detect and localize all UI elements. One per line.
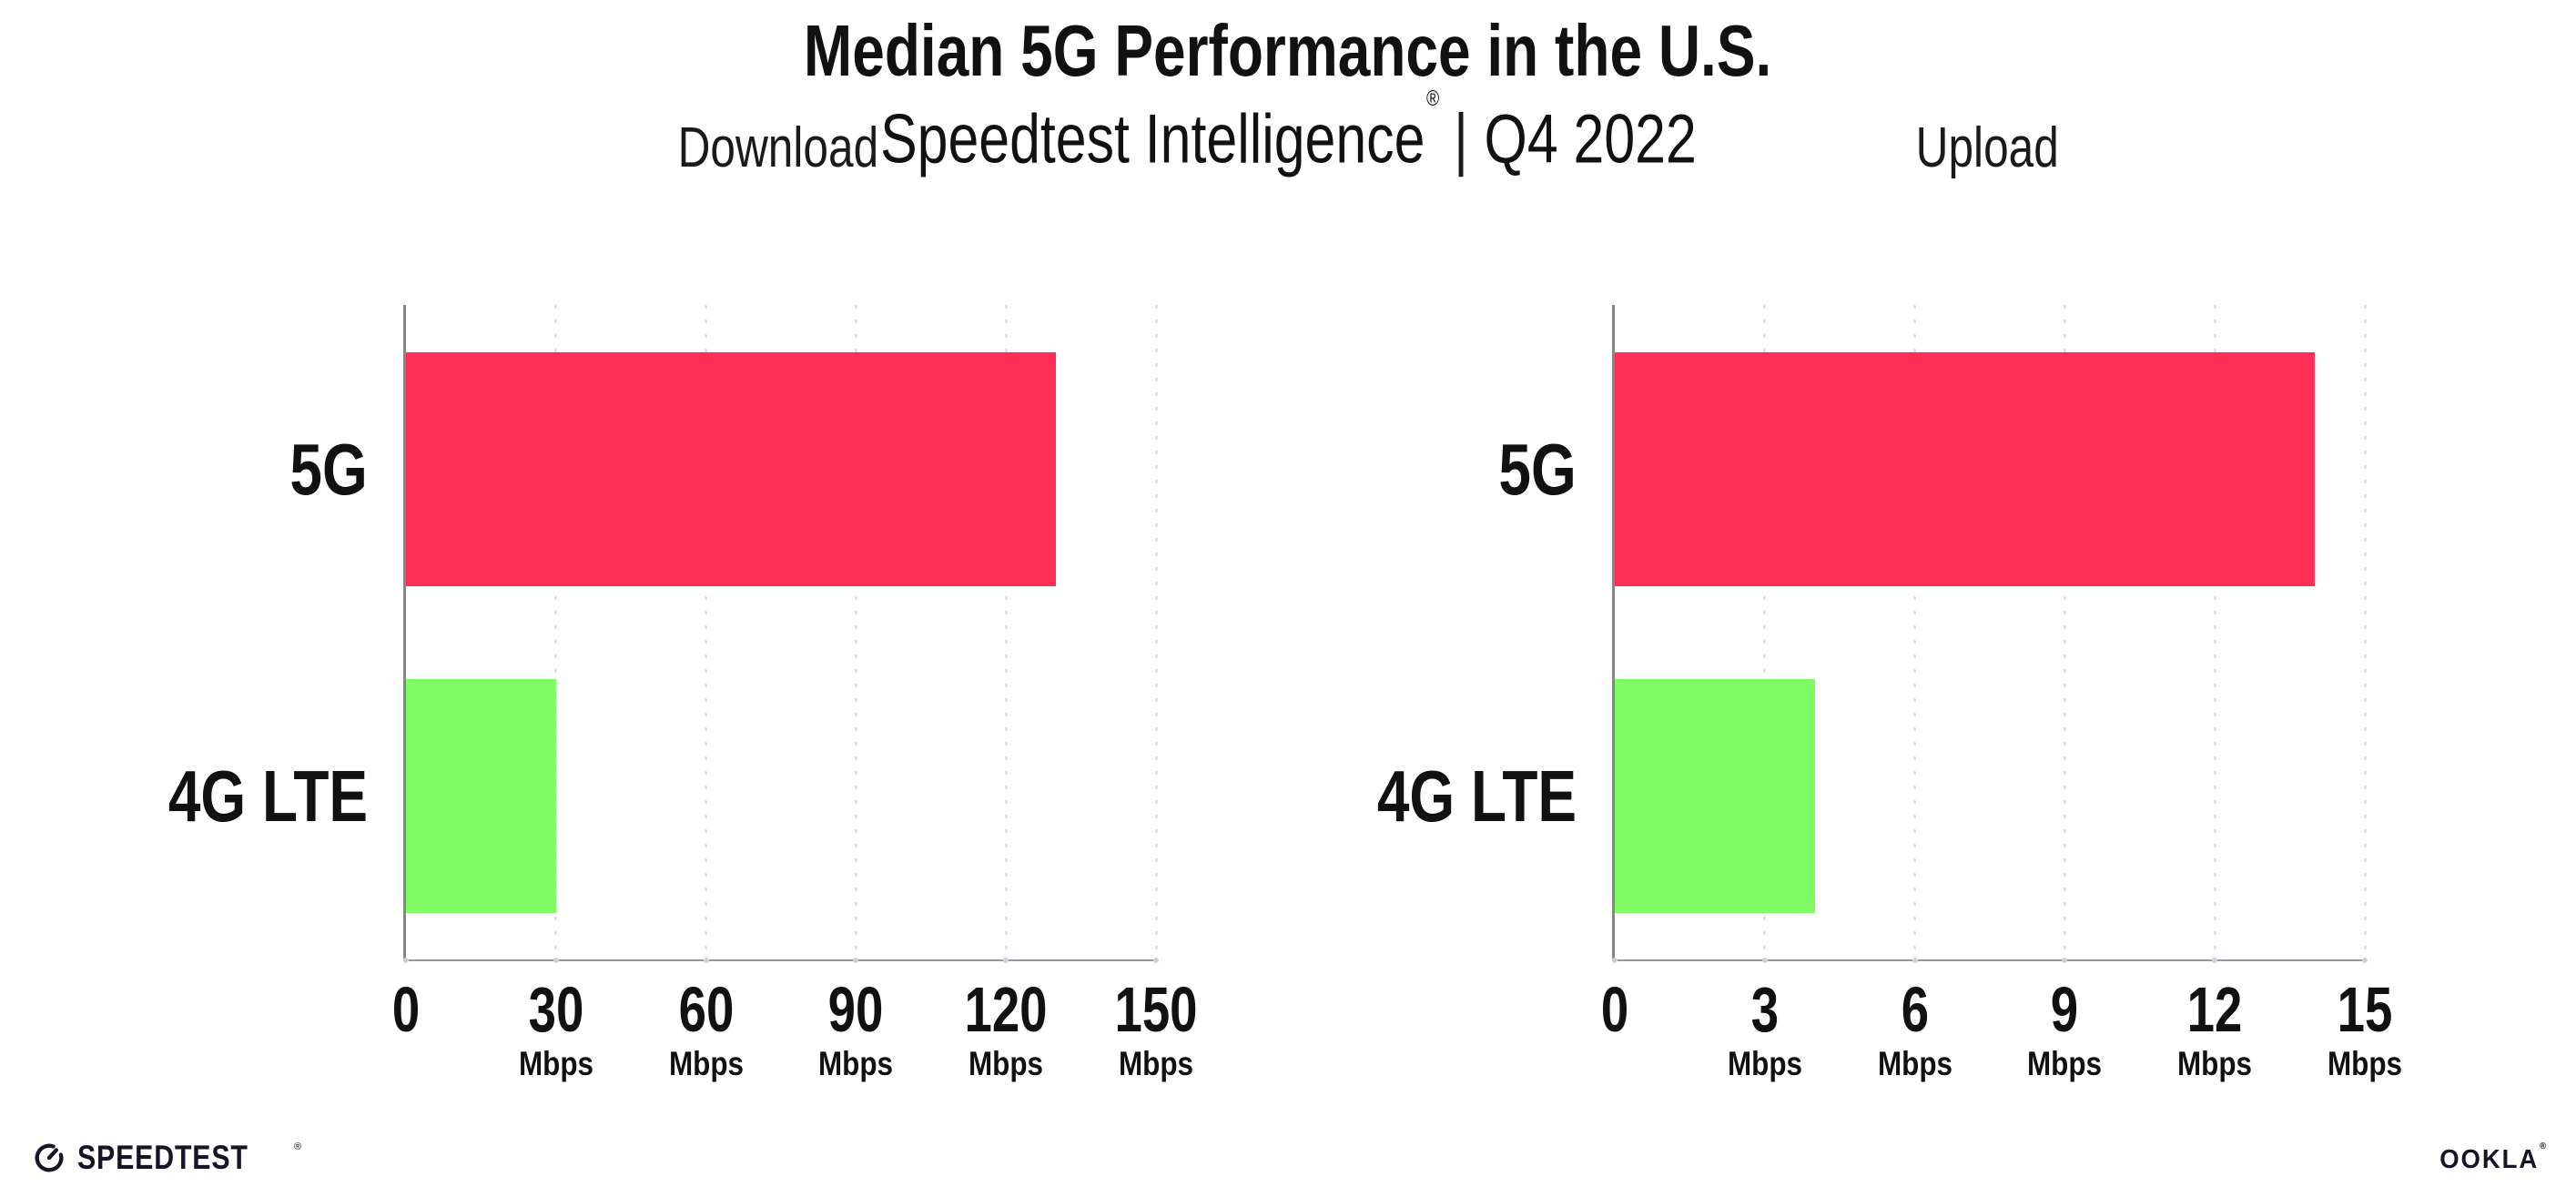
gridline-6-mbps bbox=[1913, 305, 1917, 959]
x-tick-unit: Mbps bbox=[1727, 1045, 1802, 1082]
x-tick-6: 6 Mbps bbox=[1871, 974, 1959, 1082]
x-tick-value: 30 bbox=[528, 974, 584, 1045]
axis-tick-dot-30 bbox=[553, 958, 559, 963]
x-tick-0: 0 bbox=[1597, 974, 1633, 1045]
speedtest-logo-text: SPEEDTEST bbox=[77, 1139, 248, 1176]
upload-chart: Upload 0 3 Mbps 6 Mbps 9 Mbps 12 Mbps 15 Mbps 5G 4G … bbox=[1377, 0, 2402, 1197]
x-tick-0: 0 bbox=[389, 974, 424, 1045]
gridline-90-mbps bbox=[854, 305, 857, 959]
bar-5g-download bbox=[406, 352, 1057, 586]
gridline-150-mbps bbox=[1154, 305, 1158, 959]
speedtest-trademark-icon: ® bbox=[294, 1141, 302, 1152]
x-tick-3: 3 Mbps bbox=[1720, 974, 1809, 1082]
x-tick-value: 6 bbox=[1901, 974, 1929, 1045]
axis-tick-dot-0 bbox=[1612, 958, 1618, 963]
download-chart: Download 0 30 Mbps 60 Mbps 90 Mbps 120 Mbps 150 Mb… bbox=[168, 0, 1198, 1197]
page-subtitle: Speedtest Intelligence® | Q4 2022 bbox=[0, 86, 2576, 178]
upload-plot-area: 0 3 Mbps 6 Mbps 9 Mbps 12 Mbps 15 Mbps 5G 4G LTE bbox=[1377, 305, 2402, 1081]
x-tick-unit: Mbps bbox=[518, 1045, 593, 1082]
x-tick-value: 12 bbox=[2186, 974, 2243, 1045]
axis-tick-dot-0 bbox=[403, 958, 409, 963]
x-tick-value: 0 bbox=[1600, 974, 1629, 1045]
x-tick-unit: Mbps bbox=[2177, 1045, 2253, 1082]
x-tick-unit: Mbps bbox=[1877, 1045, 1952, 1082]
subtitle-brand: Speedtest Intelligence bbox=[879, 100, 1425, 178]
upload-chart-title: Upload bbox=[1915, 117, 2059, 179]
axis-tick-dot-12 bbox=[2212, 958, 2218, 963]
axis-tick-dot-150 bbox=[1153, 958, 1159, 963]
gridline-30-mbps bbox=[554, 305, 558, 959]
x-tick-unit: Mbps bbox=[2027, 1045, 2103, 1082]
x-tick-value: 0 bbox=[391, 974, 421, 1045]
speedtest-logo: SPEEDTEST ® bbox=[33, 1138, 305, 1178]
gridline-120-mbps bbox=[1004, 305, 1008, 959]
x-tick-value: 9 bbox=[2051, 974, 2079, 1045]
gridline-12-mbps bbox=[2213, 305, 2216, 959]
x-tick-30: 30 Mbps bbox=[512, 974, 600, 1082]
registered-trademark-icon: ® bbox=[1425, 86, 1439, 111]
download-plot-area: 0 30 Mbps 60 Mbps 90 Mbps 120 Mbps 150 Mbps 5G 4G LT… bbox=[168, 305, 1198, 1081]
speedtest-gauge-icon bbox=[35, 1143, 64, 1172]
x-tick-unit: Mbps bbox=[969, 1045, 1044, 1082]
x-tick-unit: Mbps bbox=[668, 1045, 744, 1082]
gridline-15-mbps bbox=[2363, 305, 2367, 959]
x-tick-9: 9 Mbps bbox=[2021, 974, 2109, 1082]
x-tick-120: 120 Mbps bbox=[953, 974, 1060, 1082]
x-tick-value: 60 bbox=[678, 974, 734, 1045]
x-tick-unit: Mbps bbox=[1118, 1045, 1194, 1082]
axis-tick-dot-60 bbox=[703, 958, 709, 963]
gridline-60-mbps bbox=[705, 305, 708, 959]
x-tick-150: 150 Mbps bbox=[1103, 974, 1210, 1082]
page-title: Median 5G Performance in the U.S. bbox=[0, 13, 2576, 89]
x-tick-unit: Mbps bbox=[2327, 1045, 2403, 1082]
axis-tick-dot-15 bbox=[2362, 958, 2368, 963]
x-tick-value: 90 bbox=[828, 974, 884, 1045]
axis-tick-dot-3 bbox=[1761, 958, 1768, 963]
x-tick-value: 120 bbox=[964, 974, 1048, 1045]
ookla-trademark-icon: ® bbox=[2540, 1141, 2548, 1152]
x-tick-15: 15 Mbps bbox=[2321, 974, 2409, 1082]
axis-tick-dot-120 bbox=[1003, 958, 1009, 963]
gridline-3-mbps bbox=[1763, 305, 1767, 959]
axis-tick-dot-90 bbox=[853, 958, 859, 963]
subtitle-separator: | bbox=[1453, 100, 1468, 178]
x-tick-60: 60 Mbps bbox=[662, 974, 750, 1082]
gridline-9-mbps bbox=[2063, 305, 2066, 959]
bar-5g-upload bbox=[1615, 352, 2316, 586]
axis-tick-dot-6 bbox=[1912, 958, 1918, 963]
axis-tick-dot-9 bbox=[2062, 958, 2068, 963]
x-tick-12: 12 Mbps bbox=[2171, 974, 2259, 1082]
x-tick-value: 150 bbox=[1114, 974, 1198, 1045]
bar-4g-lte-upload bbox=[1615, 679, 1815, 913]
subtitle-period: Q4 2022 bbox=[1484, 100, 1697, 178]
page-title-text: Median 5G Performance in the U.S. bbox=[804, 10, 1772, 91]
bar-4g-lte-download bbox=[406, 679, 556, 913]
ookla-logo-text: OOKLA bbox=[2439, 1145, 2540, 1174]
x-tick-unit: Mbps bbox=[818, 1045, 894, 1082]
x-tick-value: 3 bbox=[1750, 974, 1779, 1045]
download-chart-title: Download bbox=[677, 117, 879, 179]
x-tick-90: 90 Mbps bbox=[812, 974, 900, 1082]
x-tick-value: 15 bbox=[2337, 974, 2393, 1045]
ookla-logo: OOKLA® bbox=[2439, 1141, 2547, 1175]
